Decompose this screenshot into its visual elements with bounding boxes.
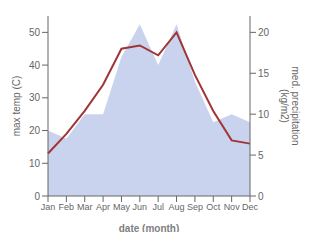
- svg-text:0: 0: [34, 191, 40, 202]
- svg-text:10: 10: [258, 109, 270, 120]
- svg-text:15: 15: [258, 68, 270, 79]
- svg-text:30: 30: [29, 92, 41, 103]
- svg-text:date (month): date (month): [119, 223, 180, 232]
- svg-text:Jun: Jun: [133, 202, 148, 212]
- svg-text:Jul: Jul: [152, 202, 164, 212]
- svg-text:5: 5: [258, 150, 264, 161]
- svg-text:Dec: Dec: [242, 202, 259, 212]
- svg-text:med. precipitation(kg/m2): med. precipitation(kg/m2): [279, 67, 301, 146]
- svg-text:20: 20: [258, 27, 270, 38]
- svg-text:40: 40: [29, 60, 41, 71]
- svg-text:Sep: Sep: [187, 202, 203, 212]
- svg-text:Mar: Mar: [77, 202, 93, 212]
- svg-text:max temp (C): max temp (C): [11, 76, 22, 137]
- svg-text:Feb: Feb: [59, 202, 75, 212]
- svg-text:May: May: [113, 202, 131, 212]
- svg-text:Jan: Jan: [41, 202, 56, 212]
- svg-text:10: 10: [29, 158, 41, 169]
- svg-text:Nov: Nov: [224, 202, 241, 212]
- svg-text:Aug: Aug: [169, 202, 185, 212]
- svg-text:Oct: Oct: [206, 202, 221, 212]
- svg-text:Apr: Apr: [96, 202, 110, 212]
- svg-text:20: 20: [29, 125, 41, 136]
- svg-text:0: 0: [258, 191, 264, 202]
- svg-text:50: 50: [29, 27, 41, 38]
